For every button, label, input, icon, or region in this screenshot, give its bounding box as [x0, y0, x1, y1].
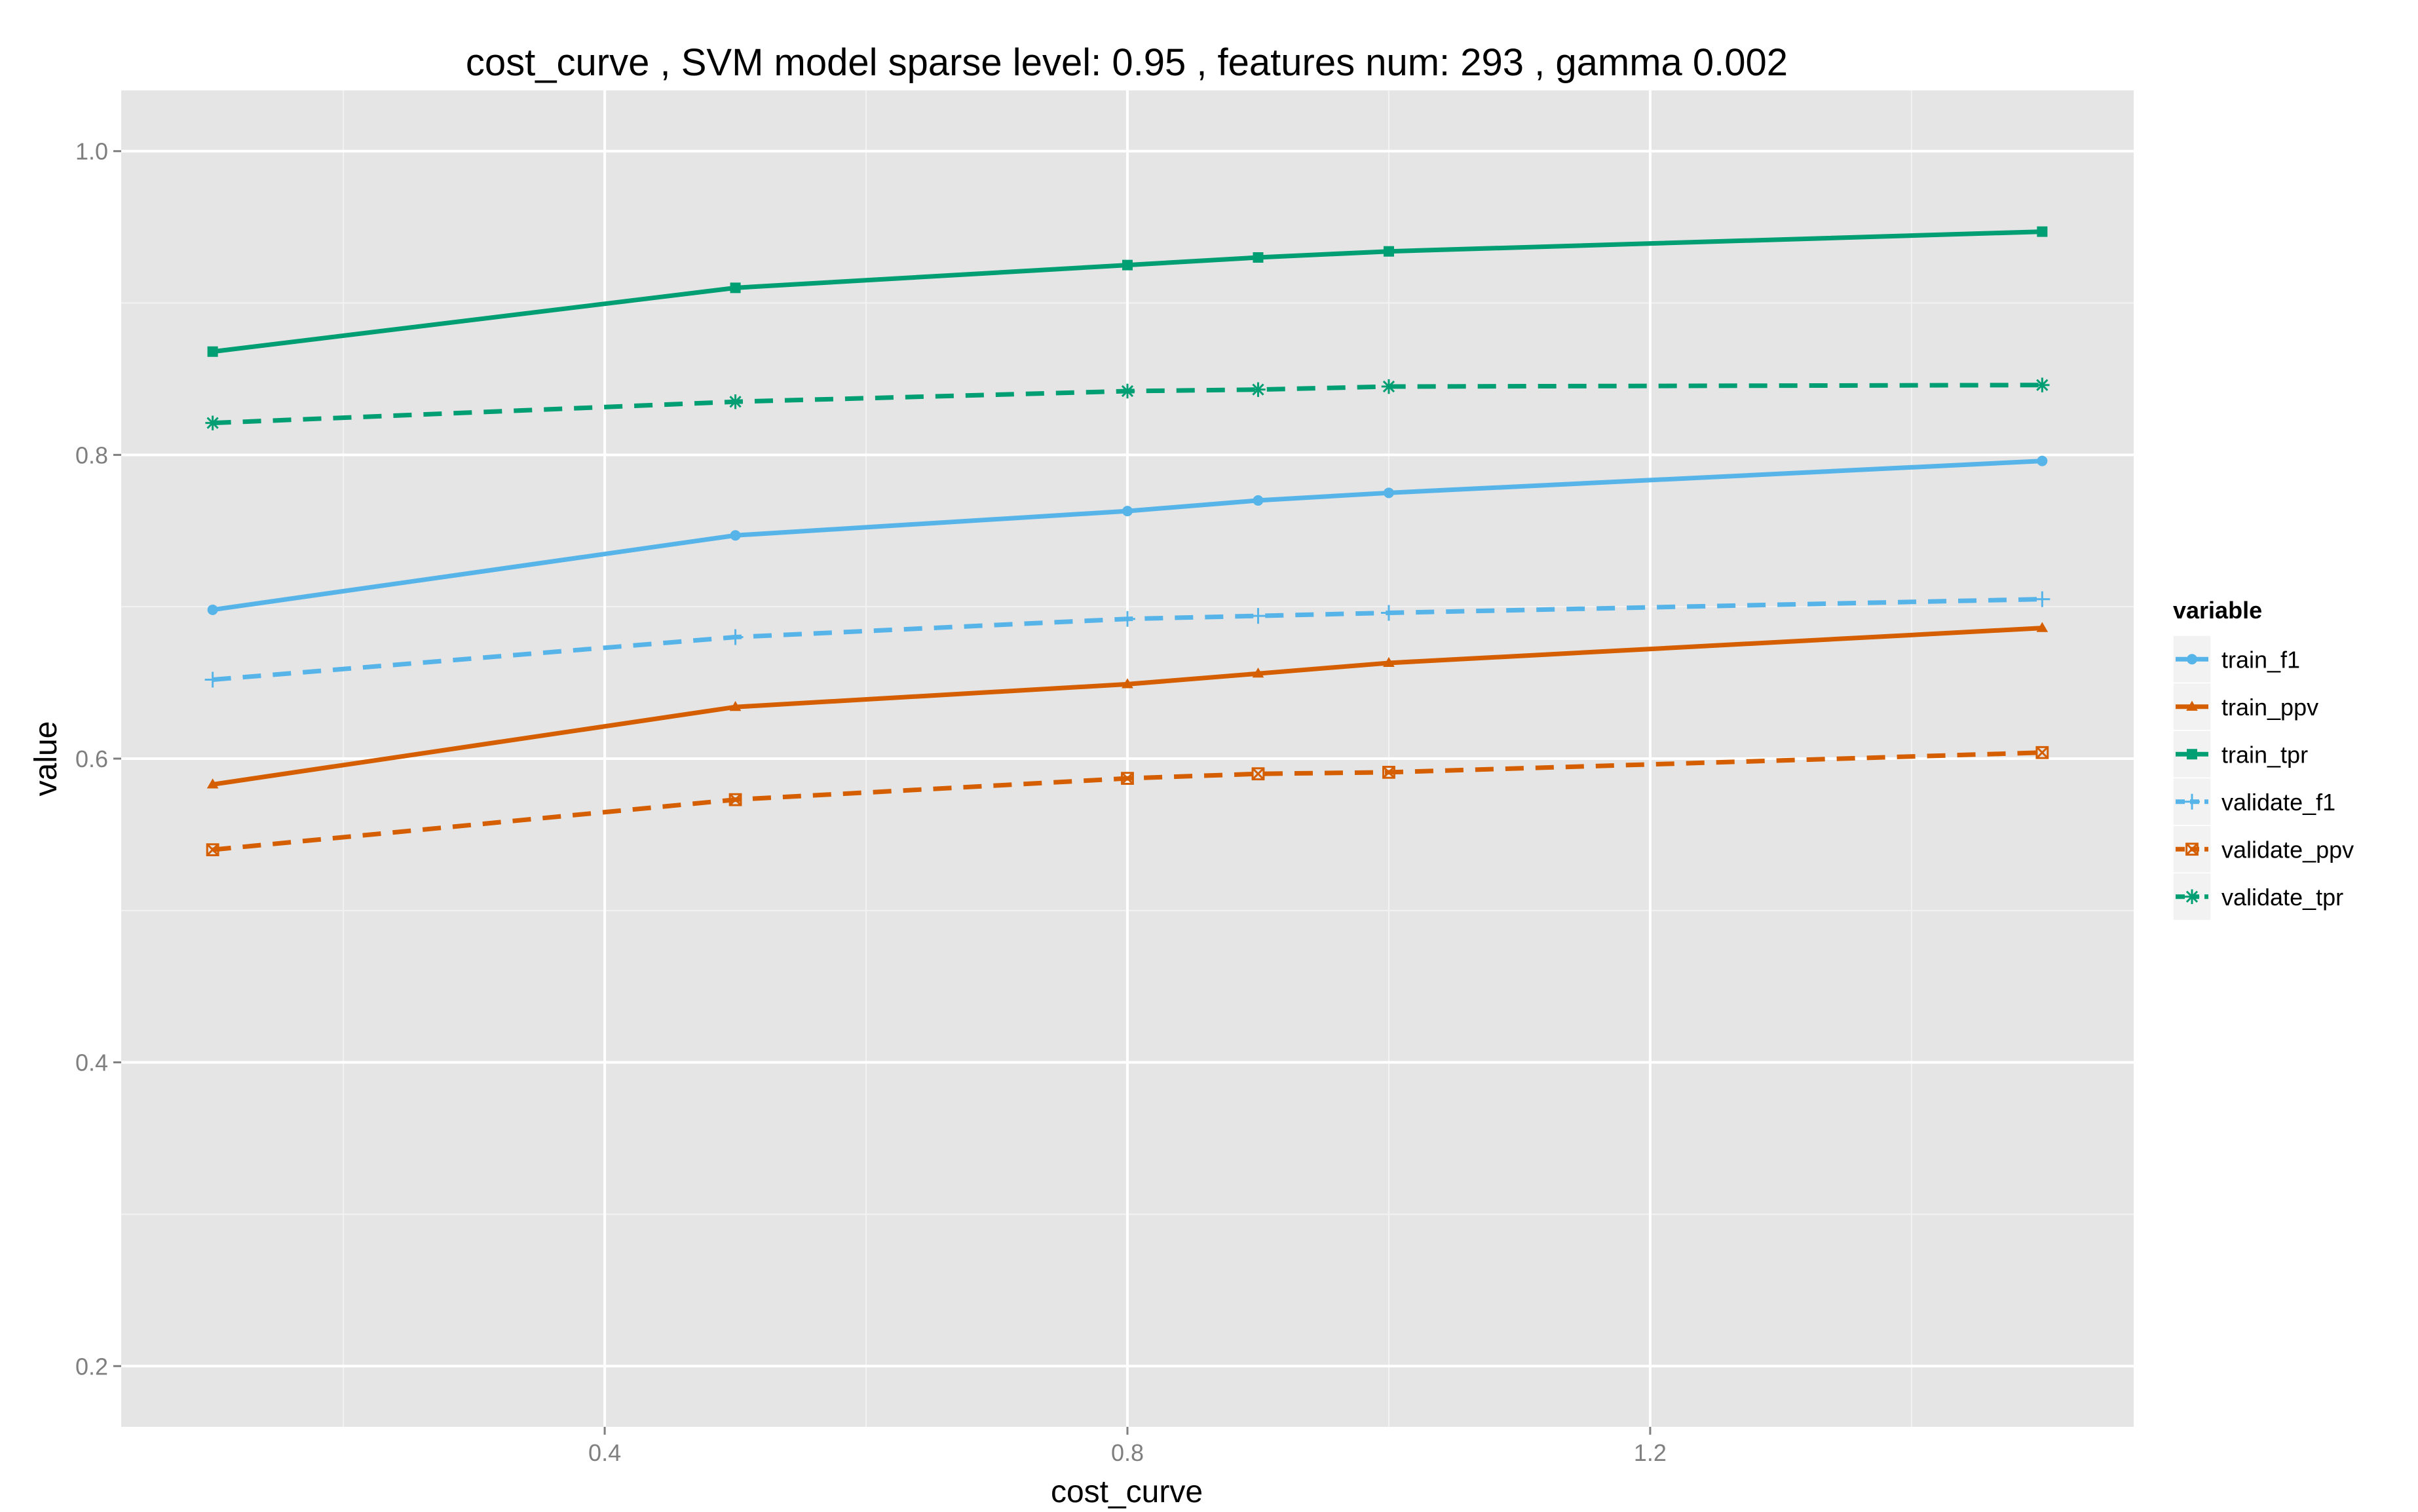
- x-axis: 0.4 0.8 1.2: [588, 1427, 1667, 1466]
- series-line-train_ppv: [212, 626, 2043, 787]
- data-point-train_f1: [207, 604, 218, 615]
- legend-item-train_ppv: train_ppv: [2172, 682, 2318, 731]
- data-point-validate_f1: [727, 629, 744, 645]
- data-point-validate_f1: [204, 671, 221, 688]
- legend-label: train_ppv: [2221, 694, 2318, 721]
- series-validate_ppv: [206, 746, 2049, 856]
- data-point-train_ppv: [1383, 656, 1395, 668]
- data-point-train_f1: [1253, 495, 1264, 506]
- data-point-train_f1: [1122, 506, 1133, 517]
- x-axis-title: cost_curve: [1051, 1475, 1203, 1509]
- legend-item-validate_f1: validate_f1: [2172, 777, 2335, 826]
- data-point-validate_ppv: [1382, 765, 1395, 779]
- legend-key-marker: [2186, 700, 2198, 711]
- data-point-train_tpr: [1383, 246, 1394, 257]
- x-tick-label: 0.4: [588, 1439, 621, 1466]
- data-point-train_ppv: [1122, 678, 1133, 689]
- legend-label: train_tpr: [2221, 741, 2308, 768]
- chart-title: cost_curve , SVM model sparse level: 0.9…: [466, 41, 1788, 84]
- y-axis-title: value: [29, 721, 64, 797]
- legend-label: validate_f1: [2221, 789, 2335, 816]
- data-point-train_ppv: [729, 701, 742, 711]
- x-tick-label: 0.8: [1111, 1439, 1144, 1466]
- series-line-validate_f1: [212, 597, 2043, 682]
- data-point-validate_tpr: [1120, 383, 1135, 399]
- series-validate_tpr: [205, 377, 2050, 430]
- data-point-validate_ppv: [1251, 767, 1265, 781]
- y-tick-label: 0.6: [75, 746, 108, 772]
- data-point-train_tpr: [1122, 259, 1133, 271]
- legend-title: variable: [2173, 597, 2262, 624]
- data-point-train_ppv: [2036, 622, 2049, 632]
- legend-key-marker: [2184, 793, 2200, 810]
- data-point-validate_ppv: [728, 793, 742, 806]
- major-gridlines: [121, 90, 2134, 1427]
- data-point-validate_tpr: [1381, 379, 1397, 394]
- data-point-train_f1: [730, 530, 741, 541]
- data-point-train_ppv: [206, 778, 219, 789]
- series-validate_f1: [204, 591, 2050, 688]
- series-line-validate_tpr: [212, 383, 2043, 426]
- data-point-validate_f1: [2034, 591, 2050, 607]
- data-point-validate_f1: [1380, 605, 1397, 621]
- legend-label: train_f1: [2221, 646, 2300, 673]
- legend-label: validate_ppv: [2221, 836, 2354, 863]
- data-point-validate_tpr: [728, 394, 743, 409]
- x-tick-label: 1.2: [1634, 1439, 1667, 1466]
- legend-key-marker: [2185, 842, 2199, 856]
- y-tick-label: 0.2: [75, 1353, 108, 1380]
- data-point-validate_tpr: [1251, 382, 1266, 397]
- series-line-train_tpr: [212, 229, 2043, 354]
- series-line-validate_ppv: [212, 750, 2043, 852]
- data-point-validate_tpr: [2035, 377, 2050, 392]
- data-point-validate_f1: [1250, 608, 1266, 624]
- series-line-train_f1: [212, 459, 2043, 613]
- series-train_ppv: [206, 622, 2049, 789]
- series-train_tpr: [207, 226, 2048, 357]
- data-point-validate_ppv: [206, 843, 219, 856]
- series-layer: [204, 226, 2050, 856]
- legend-label: validate_tpr: [2221, 884, 2343, 911]
- legend: variable train_f1 train_ppv train_tprvalid…: [2172, 597, 2354, 921]
- legend-key-marker: [2187, 654, 2197, 665]
- y-tick-label: 1.0: [75, 138, 108, 165]
- legend-item-train_tpr: train_tpr: [2172, 730, 2308, 779]
- y-tick-label: 0.4: [75, 1049, 108, 1076]
- data-point-train_tpr: [207, 346, 218, 357]
- data-point-validate_tpr: [205, 415, 220, 430]
- y-tick-label: 0.8: [75, 442, 108, 468]
- legend-item-validate_tpr: validate_tpr: [2172, 872, 2343, 921]
- data-point-train_f1: [1383, 487, 1394, 499]
- data-point-train_tpr: [730, 282, 741, 293]
- data-point-train_ppv: [1252, 668, 1264, 678]
- data-point-validate_ppv: [2035, 746, 2049, 759]
- data-point-train_tpr: [1253, 252, 1264, 263]
- legend-item-train_f1: train_f1: [2172, 635, 2300, 684]
- series-train_f1: [207, 455, 2048, 615]
- legend-key-marker: [2187, 749, 2197, 760]
- data-point-validate_ppv: [1121, 772, 1134, 785]
- legend-key-marker: [2184, 889, 2200, 904]
- y-axis: 0.2 0.4 0.6 0.8 1.0: [75, 138, 121, 1380]
- data-point-validate_f1: [1120, 611, 1135, 627]
- data-point-train_f1: [2037, 455, 2048, 466]
- data-point-train_tpr: [2037, 226, 2048, 237]
- legend-item-validate_ppv: validate_ppv: [2172, 825, 2354, 874]
